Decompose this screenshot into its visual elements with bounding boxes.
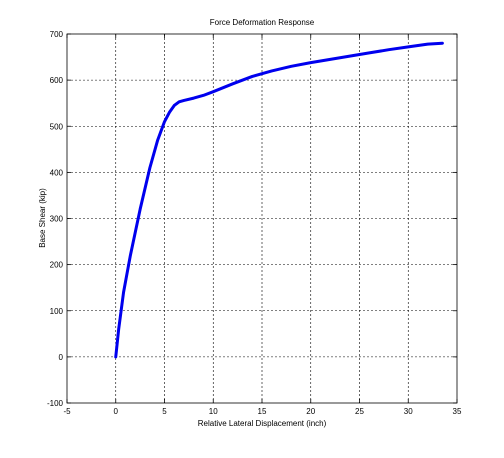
x-axis-label: Relative Lateral Displacement (inch) xyxy=(198,419,327,428)
y-tick-label: 100 xyxy=(50,307,64,316)
y-tick-label: 700 xyxy=(50,30,64,39)
chart-title: Force Deformation Response xyxy=(210,18,315,27)
x-tick-label: 5 xyxy=(162,407,167,416)
x-tick-label: 35 xyxy=(453,407,462,416)
y-tick-label: -100 xyxy=(47,399,64,408)
y-tick-label: 600 xyxy=(50,76,64,85)
y-axis-label: Base Shear (kip) xyxy=(38,188,47,248)
x-tick-label: 0 xyxy=(114,407,119,416)
x-tick-label: 10 xyxy=(209,407,218,416)
y-tick-label: 200 xyxy=(50,261,64,270)
x-tick-label: 15 xyxy=(258,407,267,416)
x-tick-label: -5 xyxy=(63,407,71,416)
x-tick-label: 25 xyxy=(355,407,364,416)
y-tick-label: 400 xyxy=(50,168,64,177)
y-tick-label: 300 xyxy=(50,215,64,224)
y-tick-label: 0 xyxy=(59,353,64,362)
y-tick-label: 500 xyxy=(50,122,64,131)
x-tick-label: 30 xyxy=(404,407,413,416)
x-tick-label: 20 xyxy=(306,407,315,416)
